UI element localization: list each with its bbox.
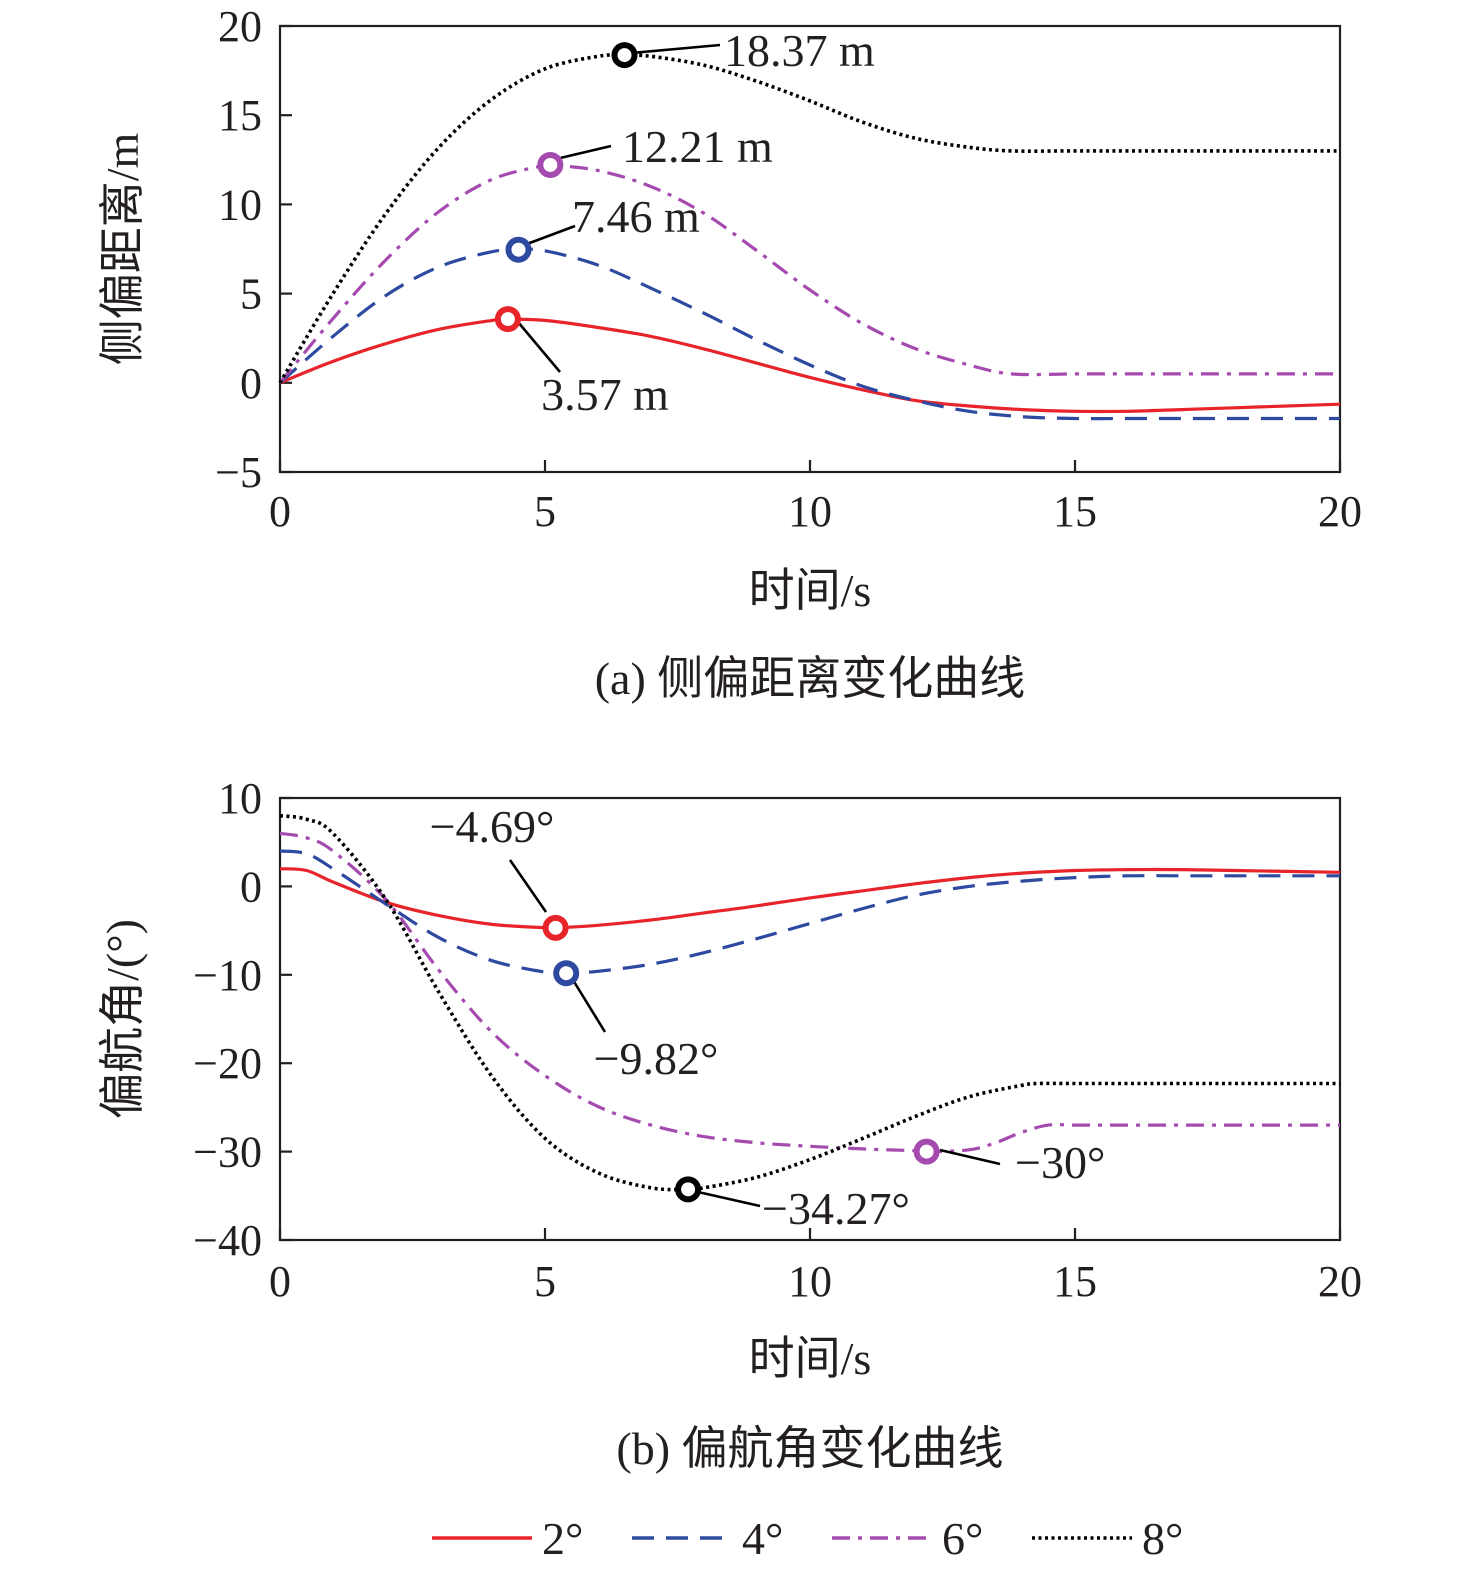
- peak-label: 3.57 m: [541, 369, 669, 420]
- x-tick-label: 0: [269, 487, 291, 536]
- callout-leader: [697, 1190, 761, 1208]
- y-tick-label: −10: [193, 951, 262, 1000]
- y-tick-label: −20: [193, 1039, 262, 1088]
- callout-leader: [630, 43, 721, 55]
- peak-marker-2deg: [494, 306, 521, 333]
- callout-leader: [508, 859, 548, 913]
- chart-yaw-angle: 0 5 10 15 20 −40 −30 −20 −10 0 10 时间/s 偏航角/(°) (b) 偏航…: [97, 774, 1362, 1474]
- peak-label: −30°: [1015, 1137, 1105, 1188]
- series-line-8deg: [278, 53, 1340, 384]
- y-tick-label: 5: [240, 270, 262, 319]
- legend-label: 2°: [542, 1513, 583, 1564]
- y-tick-label: −40: [193, 1216, 262, 1265]
- y-tick-label: 0: [240, 862, 262, 911]
- callout-leader: [555, 144, 612, 161]
- peak-label: 12.21 m: [622, 121, 773, 172]
- series-line-6deg: [278, 162, 1340, 384]
- y-axis-title: 侧偏距离/m: [97, 133, 148, 366]
- y-tick-label: 10: [218, 774, 262, 823]
- x-tick-label: 0: [269, 1257, 291, 1306]
- series-line-2deg: [279, 317, 1341, 414]
- y-tick-label: −5: [215, 448, 262, 497]
- x-tick-label: 15: [1053, 487, 1097, 536]
- peak-marker-2deg: [542, 914, 569, 941]
- x-tick-label: 20: [1318, 487, 1362, 536]
- series-line-6deg: [279, 831, 1340, 1154]
- x-tick-label: 10: [788, 1257, 832, 1306]
- peak-label: −4.69°: [430, 801, 555, 852]
- legend: 2° 4° 6° 8°: [432, 1513, 1183, 1564]
- y-tick-label: 20: [218, 2, 262, 51]
- callout-leader: [517, 321, 561, 373]
- x-axis-title: 时间/s: [749, 565, 872, 616]
- series-line-4deg: [279, 849, 1340, 976]
- callout-leader: [526, 224, 576, 246]
- legend-label: 8°: [1142, 1513, 1183, 1564]
- y-tick-label: 0: [240, 359, 262, 408]
- series-line-2deg: [279, 867, 1341, 930]
- series-line-4deg: [278, 247, 1340, 421]
- peak-marker-6deg: [537, 151, 564, 178]
- peak-label: −34.27°: [762, 1183, 910, 1234]
- legend-label: 4°: [742, 1513, 783, 1564]
- y-tick-label: 15: [218, 91, 262, 140]
- plot-frame: [278, 796, 1342, 1242]
- y-axis-title: 偏航角/(°): [97, 919, 148, 1119]
- peak-marker-4deg: [505, 236, 532, 263]
- peak-marker-8deg: [611, 42, 638, 69]
- x-tick-label: 20: [1318, 1257, 1362, 1306]
- callout-leader: [939, 1148, 1001, 1166]
- y-tick-label: −30: [193, 1128, 262, 1177]
- peak-marker-8deg: [675, 1176, 702, 1203]
- peak-label: 18.37 m: [724, 25, 875, 76]
- x-tick-label: 5: [534, 1257, 556, 1306]
- x-axis-title: 时间/s: [749, 1333, 872, 1384]
- chart-caption: (a) 侧偏距离变化曲线: [595, 653, 1026, 704]
- callout-leader: [571, 979, 607, 1033]
- peak-label: 7.46 m: [572, 191, 700, 242]
- series-line-8deg: [279, 813, 1340, 1192]
- peak-marker-6deg: [913, 1138, 940, 1165]
- x-tick-label: 10: [788, 487, 832, 536]
- x-tick-label: 5: [534, 487, 556, 536]
- legend-label: 6°: [942, 1513, 983, 1564]
- chart-caption: (b) 偏航角变化曲线: [616, 1423, 1003, 1474]
- x-tick-label: 15: [1053, 1257, 1097, 1306]
- y-tick-label: 10: [218, 180, 262, 229]
- peak-marker-4deg: [553, 960, 580, 987]
- peak-label: −9.82°: [594, 1033, 719, 1084]
- plot-frame: [278, 24, 1342, 474]
